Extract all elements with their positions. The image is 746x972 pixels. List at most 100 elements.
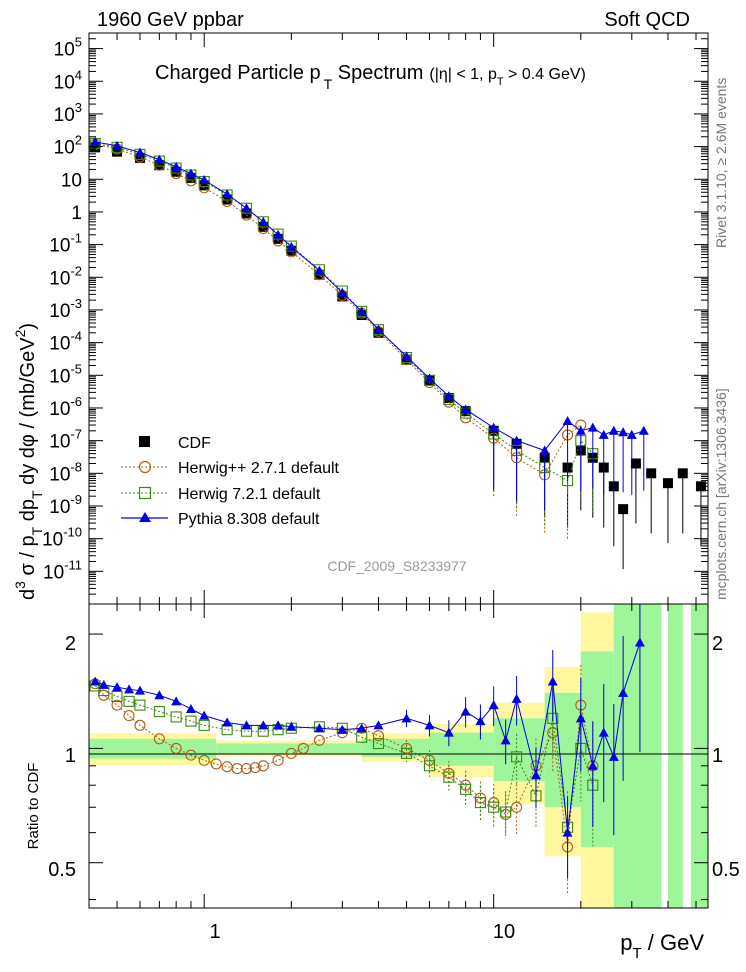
ratio-point-herwig7 [170,711,182,723]
side-rivet-label: Rivet 3.1.10, ≥ 2.6M events [713,78,729,248]
ratio-point-herwigpp [134,719,146,731]
ratio-point-pythia [587,760,598,770]
ratio-ytick-1-left: 1 [65,745,76,767]
ratio-point-herwig7 [460,783,472,795]
ratio-point-pythia [373,720,384,730]
y-tick-label-top: 10-3 [49,296,82,322]
ratio-band-green [613,604,648,908]
point-cdf [630,458,641,469]
ratio-point-pythia [530,770,541,780]
ratio-ytick-05-right: 0.5 [712,859,740,881]
y-axis-top-title: d3 σ / pT dpT dy dφ / (mb/GeV2) [12,323,45,600]
side-mcplots-label: mcplots.cern.ch [arXiv:1306.3436] [713,388,729,600]
ratio-point-pythia [185,703,196,713]
point-pythia [185,168,196,178]
ratio-point-herwig7 [372,737,385,750]
point-pythia [424,373,435,383]
y-tick-label-top: 10-2 [49,263,82,289]
y-tick-label-top: 10-6 [49,394,82,420]
ratio-point-pythia [424,720,435,730]
point-pythia [314,265,325,275]
ratio-ytick-05-left: 0.5 [48,859,76,881]
ratio-point-pythia [475,716,486,726]
ratio-point-herwigpp [511,801,523,813]
ratio-point-pythia [562,827,573,837]
y-tick-label-top: 105 [54,35,82,61]
ratio-band-green [647,604,662,908]
point-pythia [562,415,573,425]
y-tick-label-top: 10-9 [49,492,82,518]
ratio-point-pythia [314,723,325,733]
ratio-point-herwigpp [249,762,261,774]
ratio-point-herwig7 [123,695,135,707]
ratio-point-herwigpp [313,734,325,746]
ratio-point-herwigpp [272,754,284,766]
ratio-point-herwigpp [198,754,210,766]
point-cdf [154,160,165,171]
ratio-point-pythia [90,676,101,686]
point-pythia [488,422,499,432]
y-tick-label-top: 10-5 [49,361,82,387]
ratio-ytick-2-right: 2 [712,633,723,655]
point-pythia [356,306,367,316]
point-pythia [401,351,412,361]
ratio-point-herwigpp [257,760,269,772]
point-cdf [134,152,145,163]
point-cdf [646,468,657,479]
legend-marker-herwigpp [138,460,152,474]
y-tick-label-top: 10-8 [49,459,82,485]
ratio-point-pythia [547,676,558,686]
point-herwig7 [272,228,284,240]
header-category: Soft QCD [604,9,690,31]
ratio-point-herwig7 [153,706,165,718]
point-pythia [373,324,384,334]
ratio-point-pythia [258,720,269,730]
ratio-point-herwigpp [123,710,135,722]
point-pythia [539,445,550,455]
point-pythia [258,216,269,226]
point-pythia [241,203,252,213]
ratio-point-pythia [98,679,109,689]
point-cdf [171,166,182,177]
ratio-point-herwig7 [185,715,197,727]
ratio-point-herwig7 [474,797,486,809]
ratio-point-herwig7 [511,751,523,763]
ratio-point-herwigpp [111,699,123,711]
ratio-point-herwigpp [285,747,297,759]
ratio-point-pythia [443,727,454,737]
legend-marker-pythia [139,512,151,522]
ratio-ytick-2-left: 2 [65,633,76,655]
ratio-point-pythia [634,637,645,647]
ratio-line-herwig7 [94,685,594,828]
ratio-point-herwigpp [231,763,243,775]
series-line-herwigpp [95,143,582,476]
y-tick-label-top: 10 [61,170,82,191]
ratio-point-herwigpp [210,758,222,770]
ratio-band-green [429,732,494,766]
ratio-panel-data [89,604,645,893]
point-pythia [134,147,145,157]
ratio-point-herwig7 [443,771,455,783]
ratio-point-herwig7 [423,760,436,772]
ratio-band-green [361,738,430,757]
point-pythia [618,427,629,437]
ratio-point-pythia [171,696,182,706]
ratio-point-pythia [199,710,210,720]
point-pythia [460,404,471,414]
ratio-line-herwigpp [94,683,594,848]
point-pythia [511,435,522,445]
y-tick-label-top: 10-1 [49,231,82,257]
legend-label-herwig7: Herwig 7.2.1 default [178,486,321,503]
ratio-band-green [667,604,683,908]
ratio-panel-frame [88,603,709,909]
top-panel-data [89,136,706,570]
point-pythia [587,422,598,432]
legend-label-herwigpp: Herwig++ 2.7.1 default [178,460,340,477]
ratio-point-pythia [500,735,511,745]
ratio-point-herwigpp [240,763,253,775]
ratio-point-pythia [286,721,297,731]
point-pythia [608,425,619,435]
ratio-point-herwigpp [170,742,182,754]
